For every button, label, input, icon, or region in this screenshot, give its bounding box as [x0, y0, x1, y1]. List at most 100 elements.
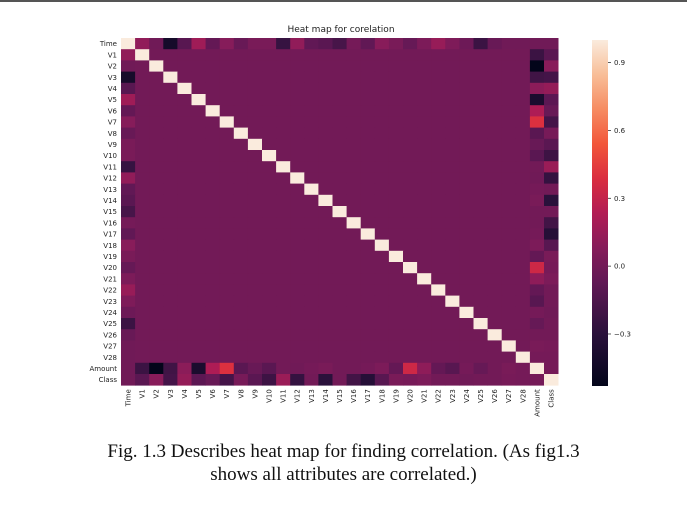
- heatmap-cell-V26-V13: [304, 329, 319, 341]
- heatmap-cell-V12-V17: [360, 172, 376, 184]
- heatmap-cell-V27-V15: [332, 340, 347, 352]
- heatmap-cell-V4-V8: [233, 82, 249, 95]
- heatmap-cell-V7-V20: [403, 116, 418, 128]
- heatmap-cell-V1-V8: [233, 49, 249, 61]
- heatmap-cell-V27-V25: [473, 340, 488, 352]
- heatmap-cell-V16-V16: [346, 217, 362, 229]
- column-label-V8: V8: [237, 389, 245, 398]
- heatmap-cell-V27-V21: [417, 340, 432, 352]
- heatmap-cell-V4-Class: [544, 82, 559, 95]
- heatmap-cell-V10-Amount: [529, 150, 545, 162]
- heatmap-cell-V28-V28: [515, 351, 531, 364]
- heatmap-cell-V21-V26: [487, 273, 503, 285]
- heatmap-cell-V7-V11: [276, 116, 291, 128]
- heatmap-cell-V17-V24: [459, 228, 474, 240]
- heatmap-cell-V26-V1: [135, 329, 150, 341]
- heatmap-cell-V18-V13: [304, 239, 319, 252]
- heatmap-cell-V13-V12: [290, 183, 305, 196]
- heatmap-cell-V28-V22: [431, 351, 446, 364]
- heatmap-cell-V5-V17: [360, 94, 376, 106]
- heatmap-cell-V4-V18: [374, 82, 390, 95]
- heatmap-cell-V20-V27: [501, 262, 517, 274]
- heatmap-cell-V15-V2: [149, 206, 164, 218]
- heatmap-cell-V12-V27: [501, 172, 517, 184]
- heatmap-cell-Amount-V28: [515, 362, 531, 375]
- row-label-V15: V15: [103, 208, 117, 216]
- heatmap-cell-Time-V10: [262, 38, 277, 50]
- heatmap-cell-V8-V16: [346, 127, 362, 140]
- heatmap-cell-V6-V22: [431, 105, 446, 117]
- heatmap-cell-V26-V26: [487, 329, 503, 341]
- heatmap-cell-V18-Time: [121, 239, 136, 252]
- column-label-V4: V4: [181, 389, 189, 399]
- heatmap-cell-V25-V17: [360, 318, 376, 330]
- heatmap-cell-V10-V27: [501, 150, 517, 162]
- heatmap-cell-V5-V14: [318, 94, 333, 106]
- heatmap-cell-V14-V18: [374, 194, 390, 207]
- heatmap-cell-Time-V11: [276, 38, 291, 50]
- heatmap-cell-V3-V5: [191, 71, 206, 84]
- heatmap-cell-V20-V20: [403, 262, 418, 274]
- heatmap-cell-V27-V8: [233, 340, 249, 352]
- heatmap-cell-V22-V9: [247, 284, 263, 296]
- heatmap-cell-V11-Amount: [529, 161, 545, 173]
- heatmap-cell-V1-V14: [318, 49, 333, 61]
- heatmap-cell-V17-V3: [163, 228, 178, 240]
- heatmap-cell-V21-V9: [247, 273, 263, 285]
- heatmap-cell-Time-V28: [515, 38, 531, 50]
- heatmap-cell-V19-V23: [445, 250, 460, 263]
- heatmap-cell-V6-V8: [233, 105, 249, 117]
- heatmap-cell-V27-V9: [247, 340, 263, 352]
- heatmap-cell-V16-V1: [135, 217, 150, 229]
- heatmap-cell-V23-Amount: [529, 295, 545, 308]
- heatmap-cell-V28-Time: [121, 351, 136, 364]
- heatmap-cell-V3-Class: [544, 71, 559, 84]
- heatmap-cell-V17-Class: [544, 228, 559, 240]
- heatmap-cell-Class-V4: [177, 374, 192, 386]
- heatmap-cell-V20-V23: [445, 262, 460, 274]
- heatmap-cell-V18-V24: [459, 239, 474, 252]
- heatmap-cell-V18-V16: [346, 239, 362, 252]
- heatmap-cell-V17-V26: [487, 228, 503, 240]
- heatmap-cell-V16-V7: [219, 217, 235, 229]
- heatmap-cell-V27-V3: [163, 340, 178, 352]
- row-label-V3: V3: [108, 74, 117, 82]
- heatmap-cell-V21-V20: [403, 273, 418, 285]
- heatmap-cell-V6-V11: [276, 105, 291, 117]
- column-label-V7: V7: [223, 389, 231, 398]
- column-label-V26: V26: [491, 389, 499, 403]
- heatmap-cell-V20-V24: [459, 262, 474, 274]
- heatmap-cell-Class-V21: [417, 374, 432, 386]
- heatmap-cell-V24-V20: [403, 306, 418, 319]
- heatmap-cell-V27-V10: [262, 340, 277, 352]
- heatmap-cell-V27-V20: [403, 340, 418, 352]
- column-label-V17: V17: [364, 389, 372, 403]
- row-label-V13: V13: [103, 186, 117, 194]
- heatmap-cell-V18-V10: [262, 239, 277, 252]
- heatmap-cell-V5-V9: [247, 94, 263, 106]
- heatmap-cell-V22-V25: [473, 284, 488, 296]
- heatmap-cell-V16-Class: [544, 217, 559, 229]
- heatmap-cell-V23-V3: [163, 295, 178, 308]
- heatmap-cell-V10-V21: [417, 150, 432, 162]
- heatmap-cell-V9-V3: [163, 138, 178, 151]
- heatmap-cell-V26-V16: [346, 329, 362, 341]
- heatmap-cell-V28-V3: [163, 351, 178, 364]
- heatmap-cell-V26-V3: [163, 329, 178, 341]
- heatmap-cell-V17-V23: [445, 228, 460, 240]
- heatmap-cell-Time-V8: [233, 38, 249, 50]
- heatmap-cell-V28-V26: [487, 351, 503, 364]
- row-label-V21: V21: [103, 275, 117, 283]
- heatmap-cell-V16-V25: [473, 217, 488, 229]
- heatmap-cell-Amount-V15: [332, 362, 347, 375]
- heatmap-cell-V21-V14: [318, 273, 333, 285]
- heatmap-cell-V23-V12: [290, 295, 305, 308]
- row-label-Class: Class: [99, 376, 118, 384]
- heatmap-cell-V19-V18: [374, 250, 390, 263]
- heatmap-cell-V1-V20: [403, 49, 418, 61]
- heatmap-cell-V25-V2: [149, 318, 164, 330]
- column-label-V3: V3: [167, 389, 175, 398]
- heatmap-cell-V28-V23: [445, 351, 460, 364]
- heatmap-cell-V25-V12: [290, 318, 305, 330]
- heatmap-cell-V15-V17: [360, 206, 376, 218]
